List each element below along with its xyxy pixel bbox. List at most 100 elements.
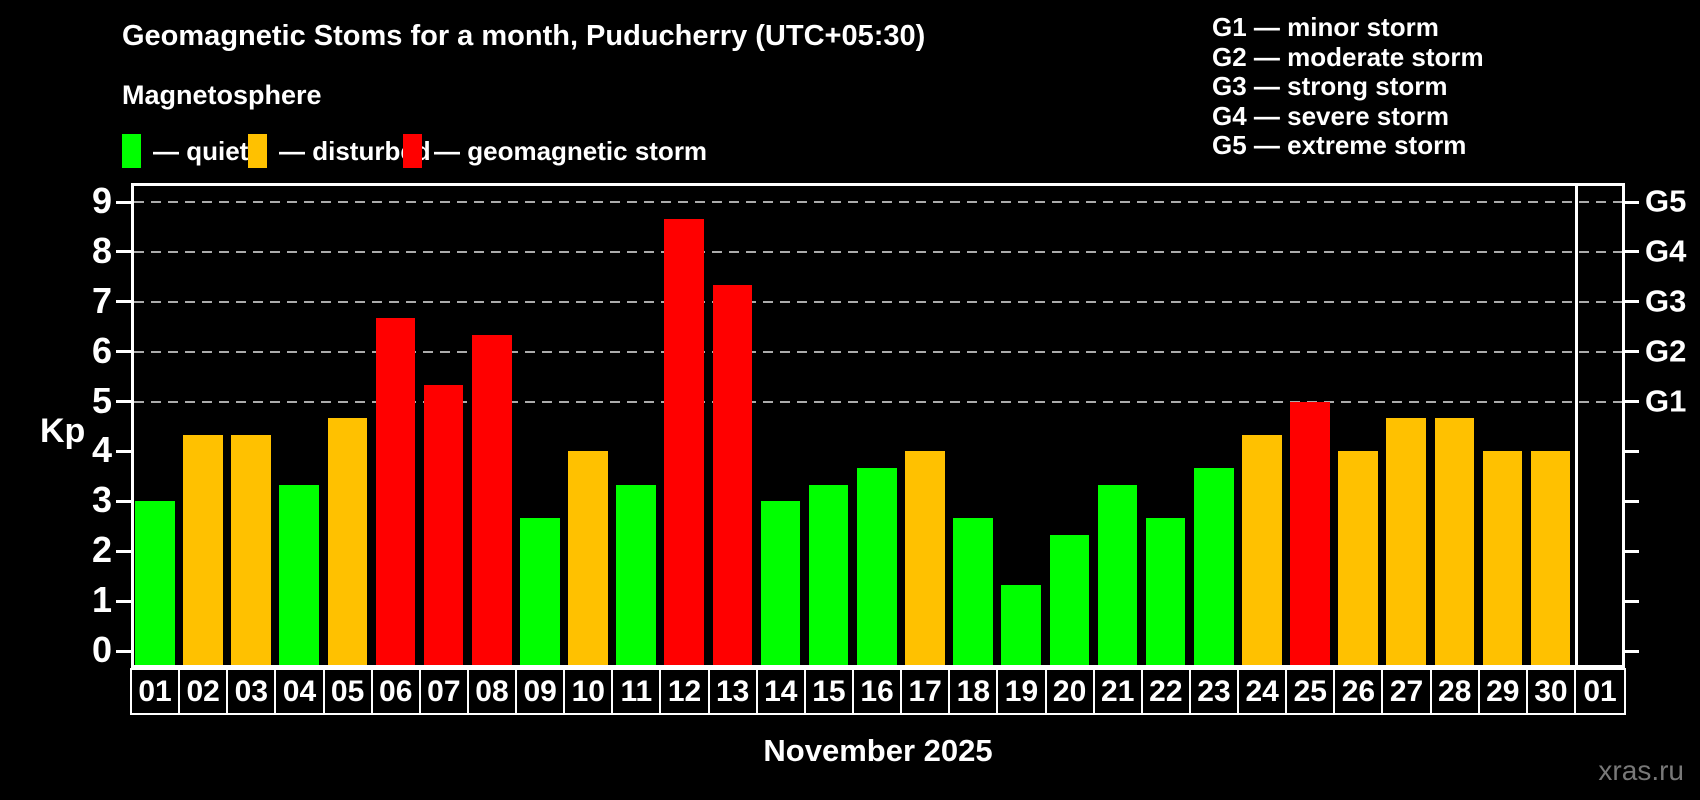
right-axis-tick (1625, 649, 1639, 653)
bar-day-05 (327, 418, 368, 665)
legend-label: — quiet (153, 135, 249, 166)
storm-scale-line: G2 — moderate storm (1212, 41, 1484, 72)
day-cell-29: 29 (1477, 668, 1528, 715)
right-axis-tick (1625, 200, 1639, 204)
y-axis-tick (116, 599, 131, 603)
right-axis-label-G3: G3 (1645, 283, 1687, 319)
bar-day-18 (953, 517, 993, 665)
day-cell-23: 23 (1188, 668, 1240, 715)
storm-scale-line: G1 — minor storm (1212, 12, 1439, 42)
bar-day-08 (471, 335, 512, 665)
day-cell-28: 28 (1429, 668, 1480, 715)
day-cell-01: 01 (1574, 668, 1626, 715)
watermark: xras.ru (1598, 755, 1684, 786)
bar-day-22 (1145, 517, 1186, 665)
bar-day-29 (1482, 451, 1523, 665)
bar-day-09 (520, 517, 560, 665)
day-cell-10: 10 (563, 668, 614, 715)
bar-day-19 (1001, 584, 1042, 665)
day-cell-20: 20 (1044, 668, 1095, 715)
day-cell-19: 19 (996, 668, 1047, 715)
right-axis-label-G4: G4 (1645, 233, 1687, 269)
day-cell-24: 24 (1237, 668, 1288, 715)
bar-day-10 (568, 451, 608, 665)
legend-item-storm: — geomagnetic storm (403, 134, 707, 168)
right-axis-tick (1625, 499, 1639, 503)
right-axis-tick (1625, 549, 1639, 553)
bar-day-15 (808, 484, 849, 665)
bar-day-12 (664, 218, 705, 665)
right-axis-label-G5: G5 (1645, 183, 1687, 219)
right-axis-tick (1625, 449, 1639, 453)
bar-day-27 (1386, 418, 1427, 665)
day-cell-04: 04 (274, 668, 325, 715)
storm-scale-legend: G1 — minor storm G2 — moderate storm G3 … (1212, 12, 1484, 161)
day-cell-25: 25 (1285, 668, 1336, 715)
day-cell-15: 15 (803, 668, 854, 715)
day-cell-30: 30 (1525, 668, 1576, 715)
bar-day-07 (423, 385, 464, 665)
y-axis-tick (116, 499, 131, 503)
right-axis-tick (1625, 300, 1639, 304)
y-axis-tick (116, 649, 131, 653)
right-axis-label-G2: G2 (1645, 332, 1687, 368)
y-axis-tick-label: 6 (91, 329, 112, 371)
y-axis-title: Kp (40, 412, 86, 450)
y-axis-tick-label: 3 (91, 479, 112, 521)
y-axis-tick (116, 549, 131, 553)
bar-day-23 (1193, 467, 1234, 665)
day-cell-05: 05 (322, 668, 373, 715)
day-cell-08: 08 (466, 668, 518, 715)
bar-day-06 (375, 318, 416, 665)
day-cell-22: 22 (1140, 668, 1191, 715)
y-axis-tick-label: 7 (91, 279, 112, 321)
chart-subtitle: Magnetosphere (122, 80, 322, 110)
bar-day-20 (1049, 534, 1090, 665)
day-cell-14: 14 (755, 668, 806, 715)
quiet-color-swatch (122, 134, 141, 168)
y-axis-tick-label: 0 (91, 629, 112, 671)
day-cell-26: 26 (1333, 668, 1384, 715)
bar-day-03 (231, 435, 271, 665)
y-axis-tick (116, 250, 131, 254)
gridline-kp5 (134, 400, 1622, 403)
bar-day-24 (1242, 435, 1282, 665)
day-cell-09: 09 (515, 668, 566, 715)
gridline-kp8 (134, 250, 1622, 253)
storm-scale-line: G5 — extreme storm (1212, 130, 1467, 160)
x-axis-title: November 2025 (763, 733, 993, 768)
y-axis-tick-label: 5 (91, 379, 112, 421)
day-cell-11: 11 (611, 668, 662, 715)
y-axis-tick-label: 1 (91, 579, 112, 621)
bar-day-17 (905, 451, 945, 665)
day-cell-02: 02 (178, 668, 229, 715)
day-cell-13: 13 (707, 668, 758, 715)
right-axis-tick (1625, 250, 1639, 254)
storm-scale-line: G3 — strong storm (1212, 71, 1448, 101)
bar-day-14 (760, 501, 801, 665)
bar-day-01 (135, 501, 175, 665)
bar-day-04 (279, 484, 320, 665)
plot-area (131, 183, 1625, 668)
day-cell-12: 12 (659, 668, 710, 715)
bar-day-30 (1530, 451, 1571, 665)
bar-day-26 (1338, 451, 1378, 665)
right-axis-label-G1: G1 (1645, 382, 1687, 418)
y-axis-tick-label: 9 (91, 180, 112, 222)
day-cell-07: 07 (418, 668, 469, 715)
y-axis-tick (116, 400, 131, 404)
bar-day-16 (857, 467, 897, 665)
legend-item-quiet: — quiet (122, 134, 248, 168)
y-axis-tick (116, 200, 131, 204)
disturbed-color-swatch (248, 134, 267, 168)
y-axis-tick (116, 350, 131, 354)
gridline-kp7 (134, 300, 1622, 303)
day-cell-18: 18 (948, 668, 999, 715)
day-cell-16: 16 (852, 668, 903, 715)
right-axis-tick (1625, 599, 1639, 603)
page-title: Geomagnetic Stoms for a month, Puducherr… (122, 20, 926, 52)
storm-scale-line: G4 — severe storm (1212, 100, 1450, 131)
day-cell-03: 03 (226, 668, 277, 715)
bar-day-02 (183, 435, 223, 665)
